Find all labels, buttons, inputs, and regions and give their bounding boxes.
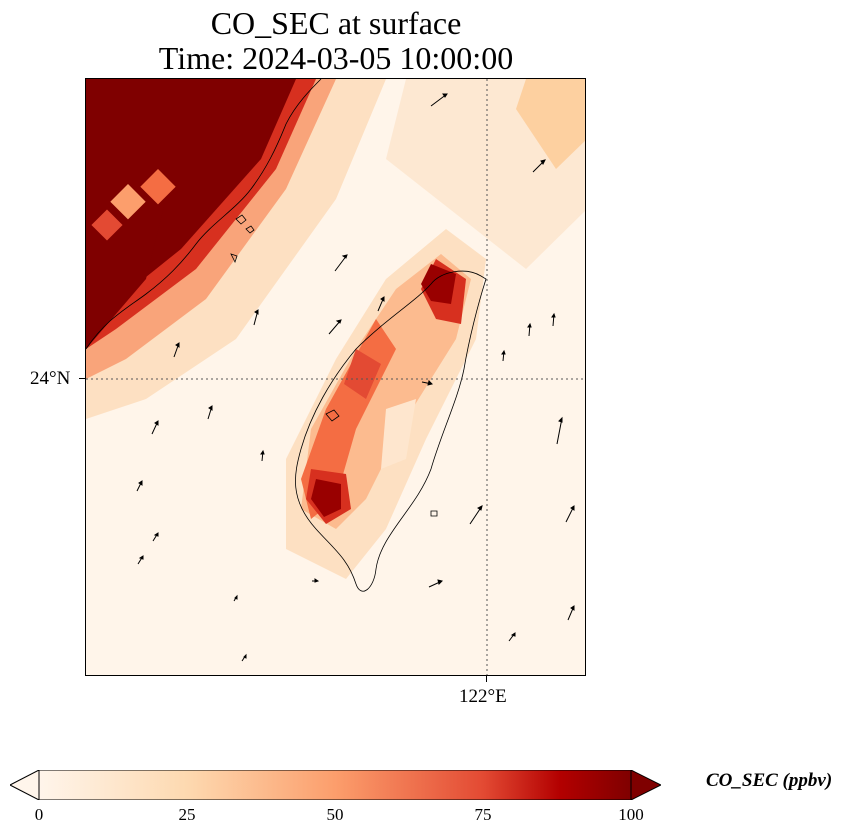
wind-arrow xyxy=(501,349,506,362)
coastline-islands xyxy=(230,214,438,517)
wind-arrow xyxy=(137,555,144,565)
wind-arrow xyxy=(469,505,483,525)
island-plume-core-s2 xyxy=(311,479,341,517)
lat-tick-label: 24°N xyxy=(30,368,71,389)
colorbar-tick-label: 75 xyxy=(474,805,492,824)
wind-arrow xyxy=(260,449,265,462)
wind-arrow xyxy=(151,420,159,435)
wind-arrow xyxy=(430,93,448,107)
wind-arrow xyxy=(532,159,546,173)
wind-arrow xyxy=(556,416,563,445)
coastline-taiwan xyxy=(295,270,487,592)
plume-ne-band-strong xyxy=(516,79,585,169)
wind-arrow xyxy=(377,296,385,312)
lon-tick-mark xyxy=(486,676,487,682)
wind-arrow xyxy=(567,605,575,621)
map-title-line2: Time: 2024-03-05 10:00:00 xyxy=(158,40,514,76)
wind-arrow xyxy=(428,579,443,588)
wind-arrow xyxy=(328,319,342,335)
island-plume-core-mid xyxy=(344,349,381,399)
island-plume-core-n2 xyxy=(421,264,456,304)
colorbar-label: CO_SEC (ppbv) xyxy=(706,770,833,791)
colorbar-tick-label: 0 xyxy=(34,805,44,824)
map-panel xyxy=(85,78,586,676)
wind-arrow xyxy=(241,653,247,662)
map-title-line1: CO_SEC at surface xyxy=(210,5,462,41)
wind-arrow xyxy=(551,312,556,327)
colorbar-gradient xyxy=(38,770,632,800)
island-plume-light xyxy=(381,399,416,469)
wind-arrow xyxy=(334,254,348,272)
wind-vectors xyxy=(136,93,575,662)
wind-arrow xyxy=(421,380,433,386)
map-canvas xyxy=(86,79,585,675)
wind-arrow xyxy=(207,405,213,420)
colorbar-max-extend xyxy=(630,770,661,800)
wind-arrow xyxy=(527,322,532,337)
lon-tick-label: 122°E xyxy=(459,686,507,707)
wind-arrow xyxy=(136,480,143,492)
colorbar xyxy=(10,770,661,800)
wind-arrow xyxy=(173,342,180,358)
coastline-mainland xyxy=(86,79,322,350)
colorbar-tick-label: 25 xyxy=(178,805,196,824)
wind-arrow xyxy=(312,578,320,583)
colorbar-tick-label: 100 xyxy=(618,805,644,824)
wind-arrow xyxy=(253,309,259,326)
wind-arrow xyxy=(565,505,575,523)
colorbar-tick-label: 50 xyxy=(326,805,344,824)
colorbar-min-extend xyxy=(10,770,40,800)
wind-arrow xyxy=(508,632,516,642)
lat-tick-mark xyxy=(79,378,85,379)
wind-arrow xyxy=(233,594,238,602)
wind-arrow xyxy=(152,532,159,542)
plume-cell xyxy=(91,209,123,241)
